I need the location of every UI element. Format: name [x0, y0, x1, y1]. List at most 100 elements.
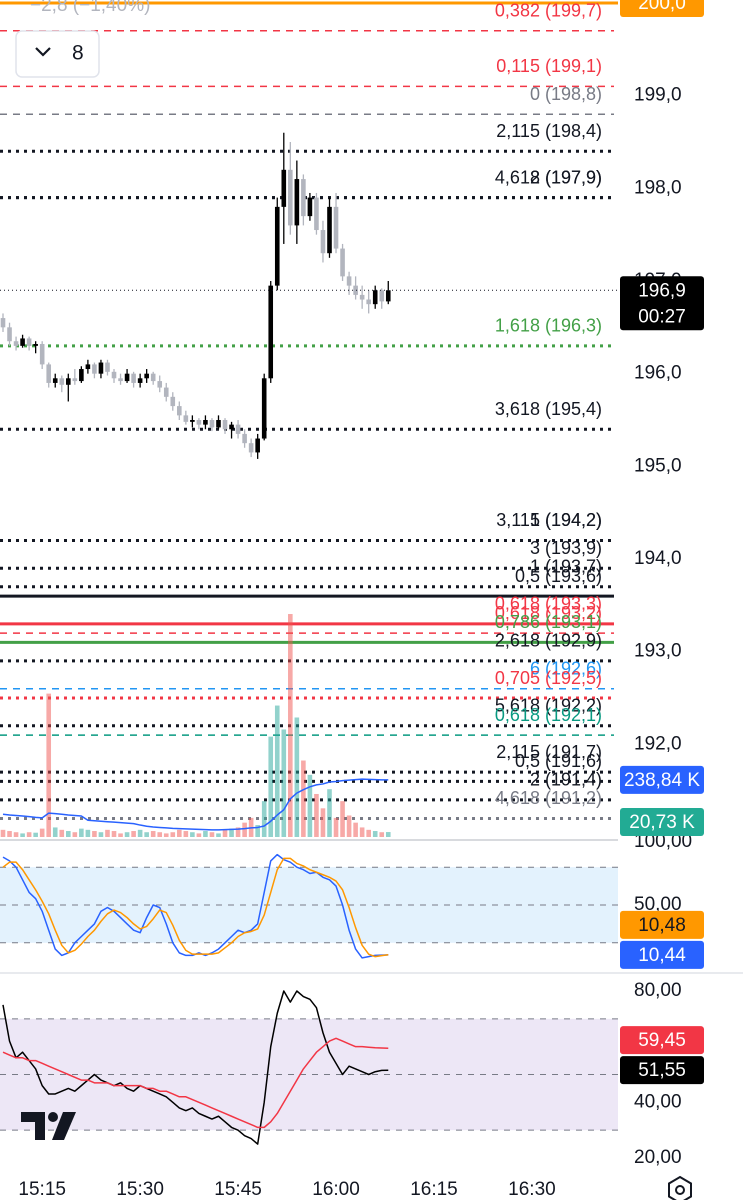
candle-body: [183, 415, 189, 422]
volume-bar: [314, 793, 319, 837]
level-label: 4,618 (191,2): [495, 788, 602, 808]
indicator-badge: [620, 1056, 704, 1085]
volume-bar: [327, 789, 332, 837]
candle-body: [320, 230, 326, 254]
volume-bar: [346, 815, 352, 837]
candle-body: [385, 290, 391, 302]
indicator-band: [0, 867, 618, 943]
candle-body: [144, 373, 149, 379]
x-tick-label: 16:00: [312, 1179, 360, 1200]
volume-bar: [366, 829, 371, 837]
toggle-button[interactable]: [15, 30, 100, 78]
volume-bar: [111, 831, 117, 837]
candle-body: [307, 197, 313, 217]
volume-bar: [46, 693, 52, 837]
volume-ma-line: [2, 778, 389, 831]
candle-body: [118, 378, 123, 382]
countdown-text: 00:27: [638, 306, 686, 327]
volume-badge-text: 20,73 K: [629, 812, 695, 833]
candle-body: [222, 420, 228, 430]
background-layer: [0, 1, 618, 1131]
candle-body: [79, 369, 84, 382]
candle-body: [359, 294, 365, 300]
candle-body: [379, 290, 385, 302]
volume-bar: [333, 817, 339, 837]
volume-bar: [131, 831, 136, 837]
candle-body: [340, 248, 345, 277]
candle-body: [274, 206, 280, 286]
indicator-badge-text: 51,55: [638, 1060, 686, 1081]
candle-body: [124, 373, 130, 382]
candle-body: [163, 387, 169, 397]
indicator-badge: [620, 940, 704, 969]
indicator-badge-text: 10,44: [638, 945, 686, 966]
candle-body: [13, 341, 19, 346]
volume-ma-badge: [620, 765, 704, 794]
tradingview-logo: [21, 1112, 76, 1140]
volume-bar: [359, 827, 365, 837]
indicator-line: [2, 857, 389, 958]
y-tick-label: 50,00: [634, 894, 682, 915]
volume-bar: [320, 808, 326, 837]
x-tick-label: 15:45: [214, 1179, 262, 1200]
volume-bar: [353, 822, 358, 837]
volume-bar: [340, 801, 345, 837]
y-tick-label: 100,00: [634, 831, 692, 852]
volume-bar: [281, 729, 287, 837]
volume-bar: [98, 832, 104, 837]
volume-bar: [261, 801, 267, 837]
volume-bar: [92, 831, 97, 837]
level-label: 2,115 (191,7): [496, 742, 602, 762]
level-label: 0 (198,8): [530, 84, 602, 104]
candle-body: [92, 364, 97, 374]
candle-body: [327, 206, 332, 254]
candle-body: [20, 338, 25, 346]
level-label: 0,705 (192,5): [495, 668, 602, 688]
level-label: 0,5 (191,6): [515, 751, 602, 771]
candle-body: [216, 420, 221, 428]
candle-body: [281, 169, 287, 207]
candle-body: [242, 433, 247, 444]
level-label: 2 (191,4): [530, 770, 602, 790]
candle-body: [190, 420, 195, 422]
volume-bar: [66, 831, 71, 837]
level-label: 0,618 (193,3): [495, 594, 602, 614]
volume-bar: [177, 829, 182, 837]
level-label: 0,618 (192,1): [495, 705, 602, 725]
volume-bar: [209, 832, 215, 837]
candle-body: [353, 285, 358, 295]
price-change: −2,8 (−1,40%): [30, 0, 150, 16]
settings-button[interactable]: [668, 1175, 692, 1200]
candle-body: [59, 378, 65, 385]
candle-body: [255, 438, 260, 453]
indicator-toggle[interactable]: 8: [15, 30, 100, 78]
volume-bar: [294, 717, 300, 837]
level-label: 6 (192,6): [530, 658, 602, 678]
candle-body: [177, 406, 182, 416]
candle-body: [111, 371, 117, 379]
chevron-icon: [35, 47, 51, 57]
y-tick-label: 192,0: [634, 733, 682, 754]
price-badge: [620, 276, 704, 331]
candle-body: [137, 378, 143, 383]
candle-body: [131, 373, 136, 383]
settings-icon[interactable]: [668, 1175, 692, 1200]
volume-bar: [144, 832, 149, 837]
indicator-line: [2, 1037, 389, 1129]
volume-bar: [288, 614, 293, 837]
candle-body: [366, 299, 371, 305]
candle-body: [346, 276, 352, 286]
volume-bar: [170, 832, 176, 837]
volume-bar: [203, 831, 208, 837]
volume-bar: [150, 831, 156, 837]
candle-body: [248, 443, 254, 453]
volume-bar: [124, 832, 130, 837]
y-tick-label: 199,0: [634, 85, 682, 106]
volume-bar: [33, 832, 38, 837]
candle-body: [150, 373, 156, 382]
level-label: 2,115 (198,4): [496, 121, 602, 141]
volume-bar: [13, 832, 19, 837]
level-label: 0,618 (193,2): [495, 603, 602, 623]
volume-bar: [0, 829, 6, 837]
volume-bar: [79, 828, 84, 837]
